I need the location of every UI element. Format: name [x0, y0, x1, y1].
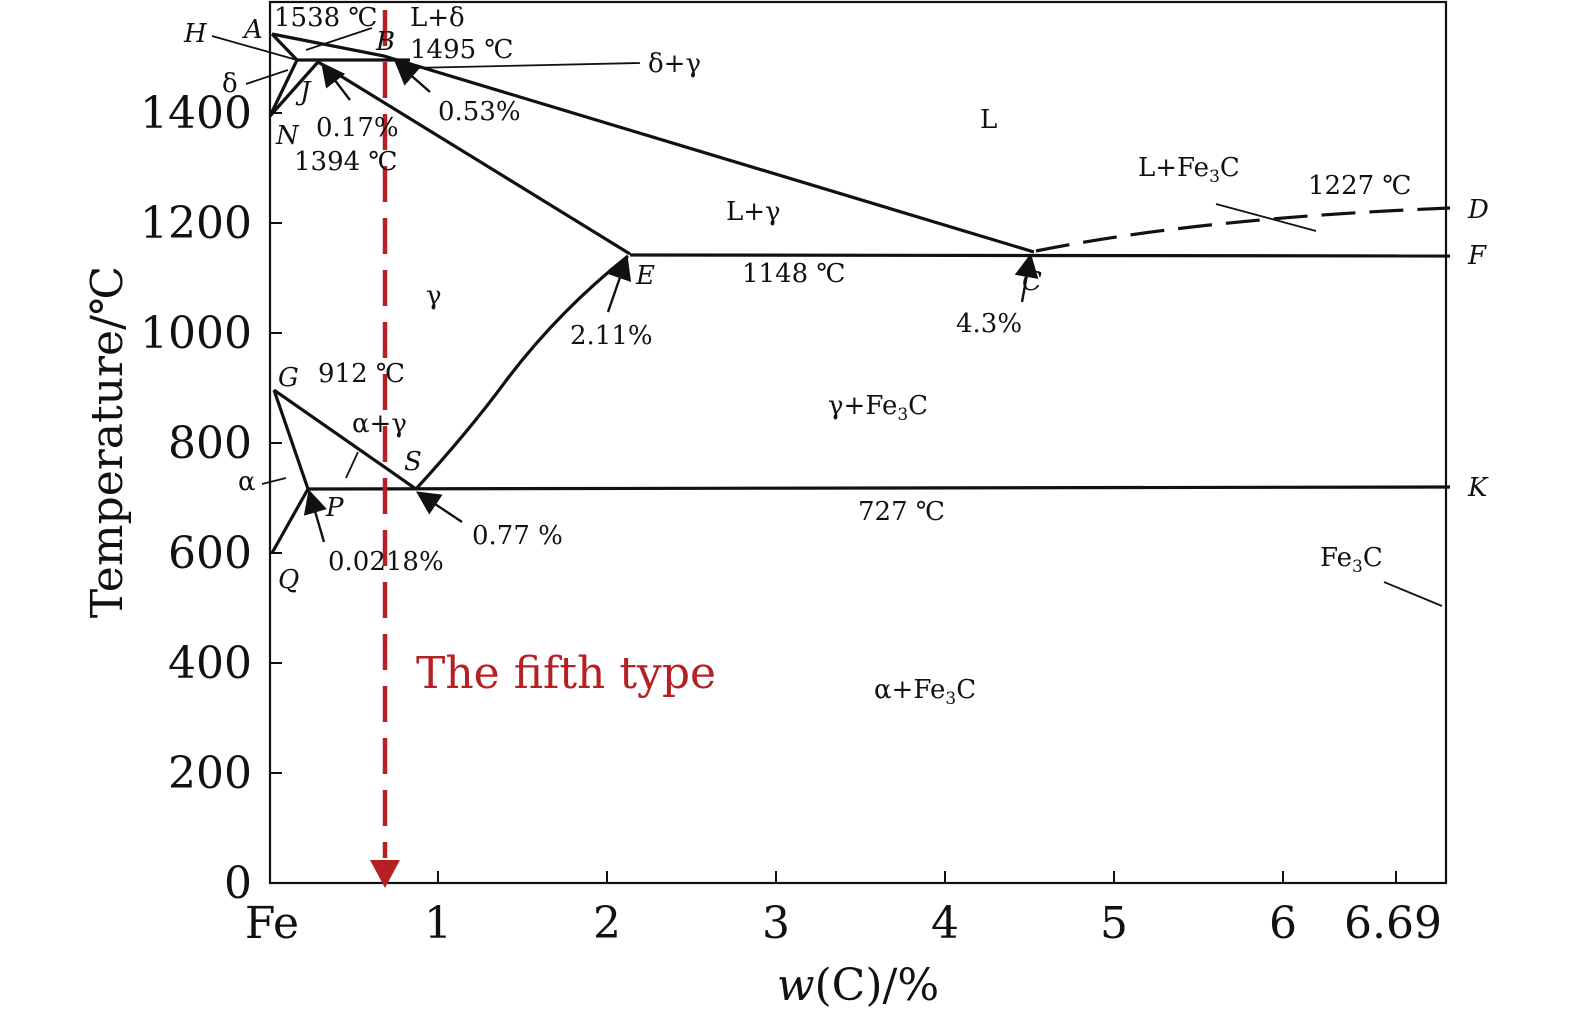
phase-label-alpha: α: [238, 467, 256, 497]
solidus-line-JE: [317, 60, 631, 256]
liquidus-line-ABC: [271, 32, 1035, 254]
point-label-E: E: [635, 261, 655, 291]
temp-label-1495: 1495 ℃: [410, 35, 514, 65]
phase-label-gamma-Fe3C: γ+Fe3C: [828, 391, 928, 425]
y-tick-label: 1000: [140, 308, 252, 359]
phase-label-gamma: γ: [426, 281, 442, 311]
x-tick-label: 1: [424, 898, 452, 949]
phase-label-L-gamma: L+γ: [726, 197, 781, 227]
point-label-P: P: [325, 493, 344, 523]
pointer-arrows: [303, 60, 1039, 543]
line-GP: [272, 389, 310, 490]
x-tick-label: 4: [931, 898, 959, 949]
y-tick-label: 1200: [140, 198, 252, 249]
eutectoid-line-PSK: [307, 485, 1451, 491]
point-label-Q: Q: [278, 565, 299, 595]
plot-frame: [268, 0, 1448, 885]
point-label-K: K: [1467, 473, 1489, 503]
point-label-N: N: [275, 121, 300, 151]
point-label-S: S: [404, 447, 422, 477]
line-GS: [273, 388, 417, 491]
y-tick-label: 600: [168, 528, 252, 579]
phase-label-L-Fe3C: L+Fe3C: [1138, 153, 1240, 187]
comp-label-0.17: 0.17%: [316, 113, 399, 143]
point-label-B: B: [375, 27, 395, 57]
x-tick-label: 5: [1100, 898, 1128, 949]
line-HN: [268, 59, 299, 117]
phase-label-Fe3C: Fe3C: [1320, 543, 1383, 577]
phase-boundaries: [268, 32, 1451, 554]
x-tick-label: 6: [1269, 898, 1297, 949]
y-tick-label: 200: [168, 748, 252, 799]
phase-label-alpha-Fe3C: α+Fe3C: [874, 675, 976, 709]
point-label-C: C: [1022, 267, 1042, 297]
comp-label-0.0218: 0.0218%: [328, 547, 444, 577]
phase-label-L: L: [980, 105, 997, 135]
point-label-G: G: [278, 363, 299, 393]
line-CD-dashed: [1035, 206, 1451, 253]
point-label-H: H: [183, 19, 208, 49]
x-axis-ticks: [437, 871, 1397, 883]
comp-label-2.11: 2.11%: [570, 321, 653, 351]
x-tick-label: Fe: [245, 898, 299, 949]
x-tick-label: 3: [762, 898, 790, 949]
y-tick-label: 1400: [140, 88, 252, 139]
comp-label-0.53: 0.53%: [438, 97, 521, 127]
y-tick-label: 0: [224, 858, 252, 909]
comp-label-4.3: 4.3%: [956, 309, 1022, 339]
temp-label-1227: 1227 ℃: [1308, 171, 1412, 201]
point-label-D: D: [1467, 195, 1489, 225]
line-ES: [414, 254, 629, 491]
phase-label-delta: δ: [222, 69, 238, 99]
eutectic-line-ECF: [629, 253, 1451, 258]
y-tick-label: 800: [168, 418, 252, 469]
temp-label-1394: 1394 ℃: [294, 147, 398, 177]
temp-label-727: 727 ℃: [858, 497, 945, 527]
y-axis-ticks: [270, 112, 282, 884]
y-axis-title: Temperature/℃: [82, 266, 133, 618]
leader-lines: [211, 27, 1443, 607]
phase-label-L-delta: L+δ: [410, 3, 465, 33]
point-label-F: F: [1467, 241, 1487, 271]
point-label-J: J: [295, 77, 312, 107]
line-JN: [268, 60, 320, 118]
y-tick-label: 400: [168, 638, 252, 689]
temp-label-1148: 1148 ℃: [742, 259, 846, 289]
phase-label-delta-gamma: δ+γ: [648, 49, 701, 79]
fifth-type-label: The fifth type: [416, 648, 716, 699]
point-label-A: A: [242, 15, 263, 45]
x-tick-label: 2: [593, 898, 621, 949]
solidus-line-AH: [270, 32, 299, 62]
x-tick-label: 6.69: [1344, 898, 1442, 949]
x-axis-title: w(C)/%: [777, 960, 939, 1011]
temp-label-912: 912 ℃: [318, 359, 405, 389]
temp-label-1538: 1538 ℃: [274, 3, 378, 33]
comp-label-0.77: 0.77 %: [472, 521, 563, 551]
red-arrowhead: [370, 860, 400, 888]
line-PQ: [270, 488, 310, 554]
phase-label-alpha-gamma: α+γ: [352, 409, 407, 439]
